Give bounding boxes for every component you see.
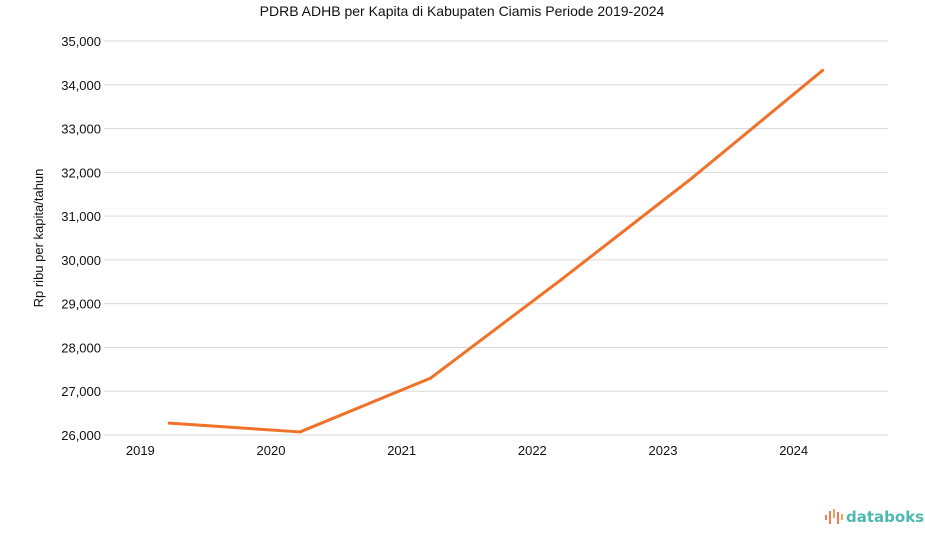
y-tick-label: 26,000 [61,428,101,443]
logo-text: databoks [846,508,925,526]
data-point [429,376,433,380]
y-tick-label: 31,000 [61,209,101,224]
y-tick-label: 28,000 [61,340,101,355]
chart-title: PDRB ADHB per Kapita di Kabupaten Ciamis… [260,3,665,19]
data-point [559,278,563,282]
y-tick-label: 29,000 [61,297,101,312]
y-tick-label: 33,000 [61,122,101,137]
x-tick-label: 2021 [387,443,416,458]
x-tick-label: 2020 [257,443,286,458]
logo-bars-icon [825,509,843,524]
data-point [167,421,171,425]
x-tick-label: 2023 [649,443,678,458]
data-point [690,176,694,180]
y-tick-label: 27,000 [61,384,101,399]
y-tick-label: 30,000 [61,253,101,268]
x-tick-label: 2022 [518,443,547,458]
y-tick-label: 32,000 [61,165,101,180]
y-tick-label: 34,000 [61,78,101,93]
data-point [821,68,825,72]
y-tick-label: 35,000 [61,34,101,49]
series-line [169,69,824,434]
x-tick-label: 2019 [126,443,155,458]
x-tick-label: 2024 [779,443,808,458]
data-point [298,430,302,434]
y-axis-label: Rp ribu per kapita/tahun [31,169,46,308]
databoks-logo: databoks [825,508,924,526]
